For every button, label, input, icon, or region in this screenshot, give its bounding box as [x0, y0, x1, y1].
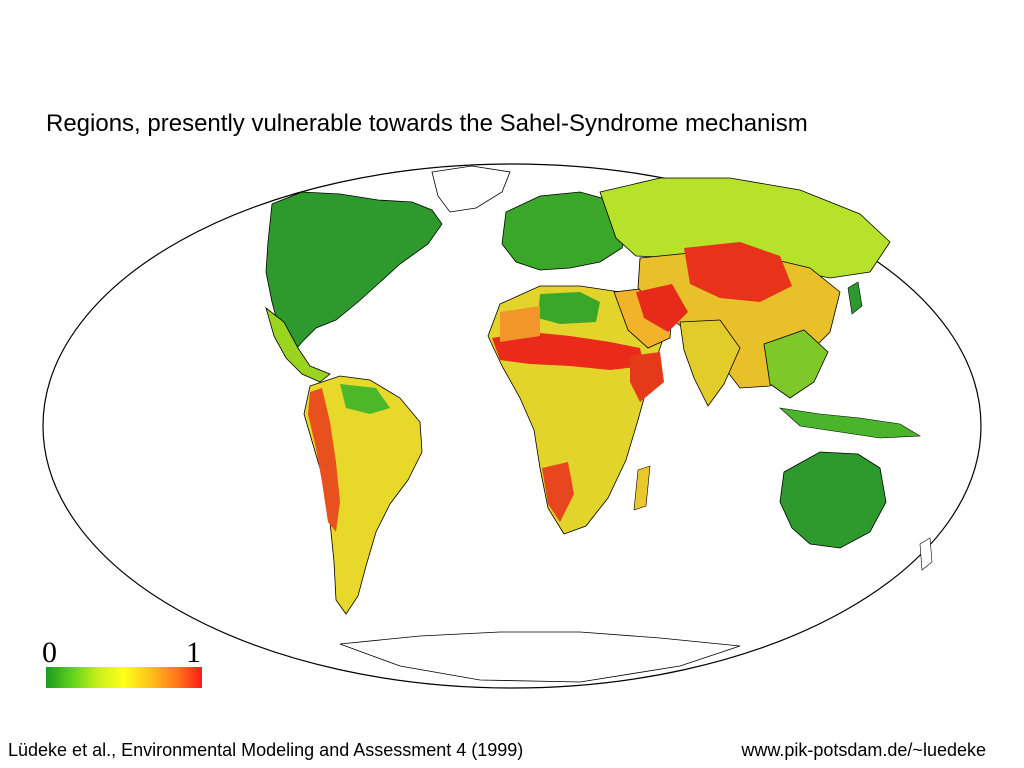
sahel-high-vulnerability [492, 332, 644, 370]
central-asia-high-vulnerability [684, 242, 792, 302]
japan-landmass [847, 281, 863, 315]
north-america-landmass [265, 191, 443, 358]
greenland-landmass [431, 165, 511, 213]
central-america-landmass [265, 306, 331, 383]
australia-landmass [779, 451, 887, 549]
new-zealand-landmass [919, 537, 933, 571]
southern-africa-red [542, 462, 574, 522]
north-africa-green [538, 292, 600, 324]
source-url: www.pik-potsdam.de/~luedeke [741, 740, 986, 760]
pakistan-red [636, 284, 688, 332]
map-title: Regions, presently vulnerable towards th… [46, 110, 808, 137]
southeast-asia-landmass [763, 329, 829, 399]
horn-of-africa-red [630, 352, 664, 402]
indonesia-islands [779, 407, 922, 439]
legend-max-label: 1 [186, 636, 201, 669]
world-vulnerability-map [42, 163, 982, 689]
legend-color-scale [46, 667, 202, 688]
madagascar-landmass [633, 465, 651, 511]
antarctica-landmass [339, 631, 741, 683]
india-landmass [679, 319, 741, 407]
amazon-green-patch [340, 384, 390, 414]
north-asia-landmass [599, 177, 891, 279]
west-africa-orange [500, 306, 540, 342]
legend-min-label: 0 [42, 636, 57, 669]
europe-landmass [501, 191, 631, 271]
andes-high-vulnerability [308, 388, 340, 532]
citation-text: Lüdeke et al., Environmental Modeling an… [8, 740, 524, 760]
